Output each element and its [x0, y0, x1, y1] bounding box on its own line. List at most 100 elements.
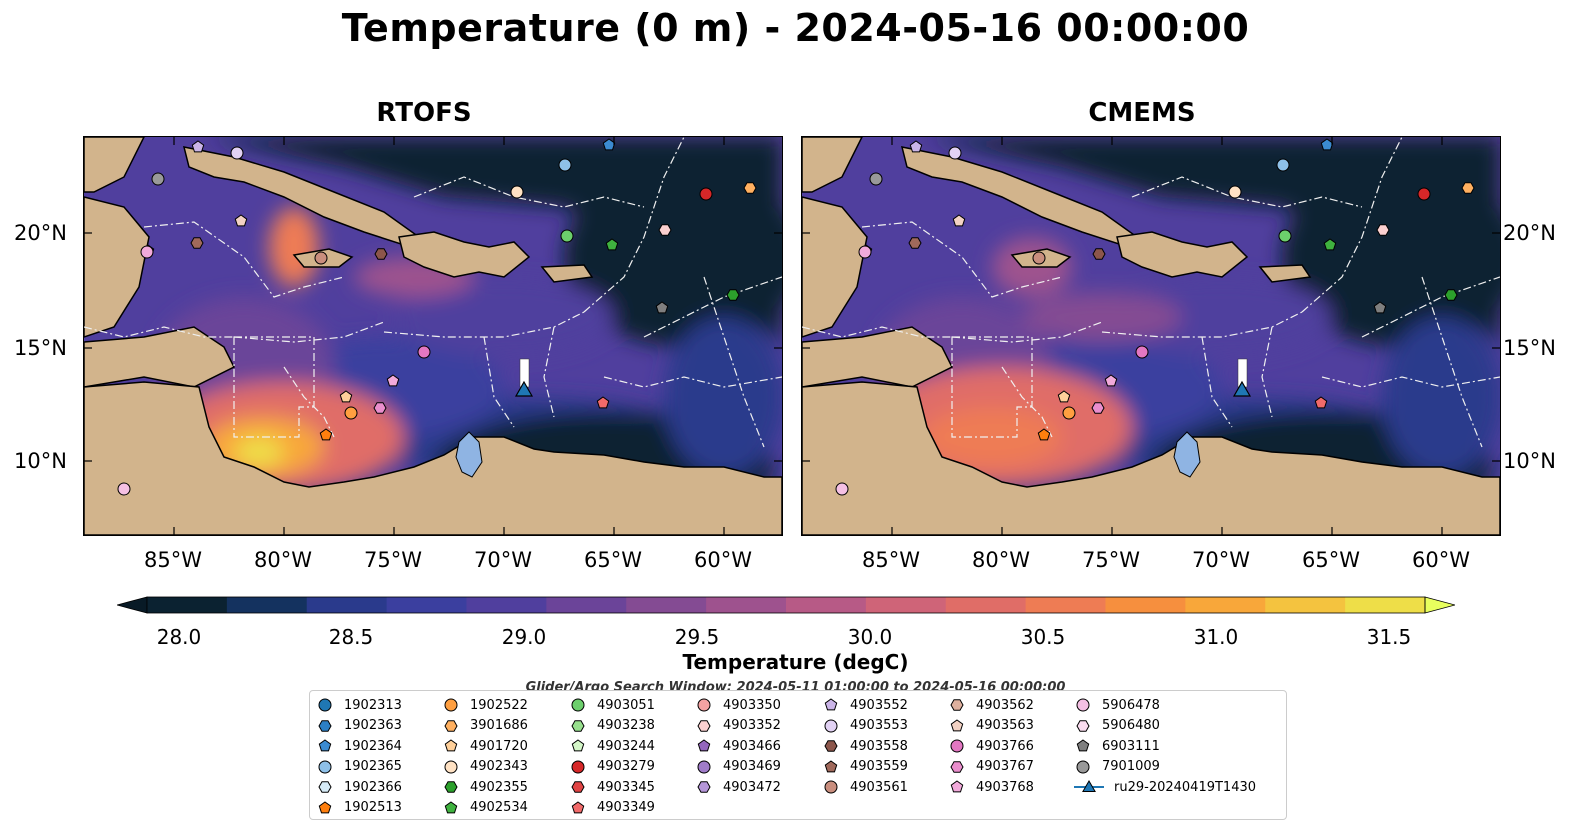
legend-label: 4903051 — [597, 697, 655, 713]
legend-marker-icon — [318, 698, 332, 712]
colorbar-bin — [865, 597, 947, 613]
legend-marker-icon — [1076, 720, 1090, 732]
legend-label: 4902355 — [470, 779, 528, 795]
eez-boundary — [861, 221, 1063, 298]
legend: 1902313 1902363 1902364 1902365 1902366 19025… — [309, 690, 1287, 820]
landmass-yucatan — [802, 196, 868, 338]
colorbar-tick: 29.0 — [501, 625, 547, 649]
legend-marker-icon — [1076, 739, 1090, 752]
legend-marker-icon — [697, 698, 711, 712]
legend-item: 4903558 — [822, 736, 908, 757]
legend-column: 1902522 3901686 4901720 4902343 4902355 49025… — [442, 695, 528, 818]
float-4902343 — [510, 185, 524, 199]
float-4903768 — [1104, 374, 1118, 387]
lake-maracaibo — [455, 431, 483, 478]
lon-label-left: 80°W — [254, 548, 312, 572]
float-4903768 — [386, 374, 400, 387]
lon-label-left: 85°W — [144, 548, 202, 572]
hexagon-icon — [318, 720, 332, 732]
landmass-cuba — [900, 146, 1139, 246]
colorbar-tick: 31.0 — [1193, 625, 1239, 649]
legend-label: 3901686 — [470, 718, 528, 734]
float-4903768 — [858, 245, 872, 259]
float-4903349 — [596, 396, 610, 409]
legend-column: 4903562 4903563 4903766 4903767 4903768 — [948, 695, 1034, 798]
float-4903279 — [699, 187, 713, 201]
pentagon-icon — [444, 739, 458, 752]
float-4903559 — [190, 237, 204, 249]
landmass-hispaniola — [1116, 231, 1249, 278]
float-4903352 — [658, 224, 672, 236]
eez-boundary — [483, 336, 515, 428]
circle-icon — [571, 698, 585, 712]
legend-marker-icon — [318, 760, 332, 774]
legend-item: 4903279 — [569, 757, 655, 778]
legend-marker-icon — [824, 740, 838, 752]
legend-item: 4902343 — [442, 757, 528, 778]
lon-label-left: 65°W — [584, 548, 642, 572]
colorbar-tick: 29.5 — [674, 625, 720, 649]
colorbar-bin — [147, 597, 228, 613]
legend-marker-icon — [697, 720, 711, 732]
float-4903051 — [560, 229, 574, 243]
circle-icon — [1076, 698, 1090, 712]
legend-item: 1902313 — [316, 695, 402, 716]
landmass-florida — [802, 137, 863, 193]
panel-title-rtofs: RTOFS — [376, 98, 472, 128]
landmass-hispaniola — [398, 231, 531, 278]
legend-marker-icon — [444, 801, 458, 814]
legend-marker-icon — [318, 720, 332, 732]
hexagon-icon — [697, 781, 711, 793]
lat-label-left: 10°N — [14, 449, 67, 473]
colorbar-bin — [706, 597, 787, 613]
float-4903279 — [1417, 187, 1431, 201]
lat-label-right: 15°N — [1503, 336, 1556, 360]
legend-item: 4903469 — [695, 757, 781, 778]
hexagon-icon — [950, 761, 964, 773]
colorbar-over-arrow — [1424, 596, 1455, 614]
legend-marker-icon — [444, 760, 458, 774]
float-4903558 — [1092, 248, 1106, 260]
legend-column: 4903350 4903352 4903466 4903469 4903472 — [695, 695, 781, 798]
float-4903561 — [1032, 251, 1046, 265]
eez-boundary — [1321, 376, 1500, 388]
hexagon-icon — [824, 740, 838, 752]
float-4903349 — [1314, 396, 1328, 409]
circle-icon — [697, 760, 711, 774]
eez-boundary — [1261, 326, 1273, 418]
search-region-boundary — [233, 336, 315, 438]
legend-marker-icon — [444, 698, 458, 712]
eez-boundary — [1101, 311, 1303, 338]
float-1902522 — [344, 406, 358, 420]
float-4903552 — [191, 140, 205, 153]
colorbar-bin — [306, 597, 388, 613]
panel-title-cmems: CMEMS — [1088, 98, 1196, 128]
legend-label: 6903111 — [1102, 738, 1160, 754]
legend-marker-icon — [571, 781, 585, 793]
eez-boundary — [603, 376, 782, 388]
legend-marker-icon — [444, 720, 458, 732]
legend-label: 4903559 — [850, 759, 908, 775]
hexagon-icon — [1076, 720, 1090, 732]
float-4902534 — [605, 238, 619, 251]
legend-label: 4903472 — [723, 779, 781, 795]
circle-icon — [318, 760, 332, 774]
lon-label-left: 70°W — [474, 548, 532, 572]
circle-icon — [444, 698, 458, 712]
float-1902365 — [558, 158, 572, 172]
legend-item: 1902364 — [316, 736, 402, 757]
legend-label: 4903279 — [597, 759, 655, 775]
eez-boundary — [1301, 137, 1403, 313]
colorbar-bin — [1345, 597, 1426, 613]
legend-item: 3901686 — [442, 716, 528, 737]
legend-item: 1902522 — [442, 695, 528, 716]
hexagon-icon — [950, 699, 964, 711]
colorbar-bin — [546, 597, 627, 613]
landmass-yucatan — [84, 196, 150, 338]
legend-label: 4903552 — [850, 697, 908, 713]
glider-marker-ru29 — [514, 380, 534, 397]
legend-item: 5906480 — [1074, 716, 1256, 737]
legend-label: 4903553 — [850, 718, 908, 734]
hexagon-icon — [697, 720, 711, 732]
legend-label: 4903767 — [976, 759, 1034, 775]
